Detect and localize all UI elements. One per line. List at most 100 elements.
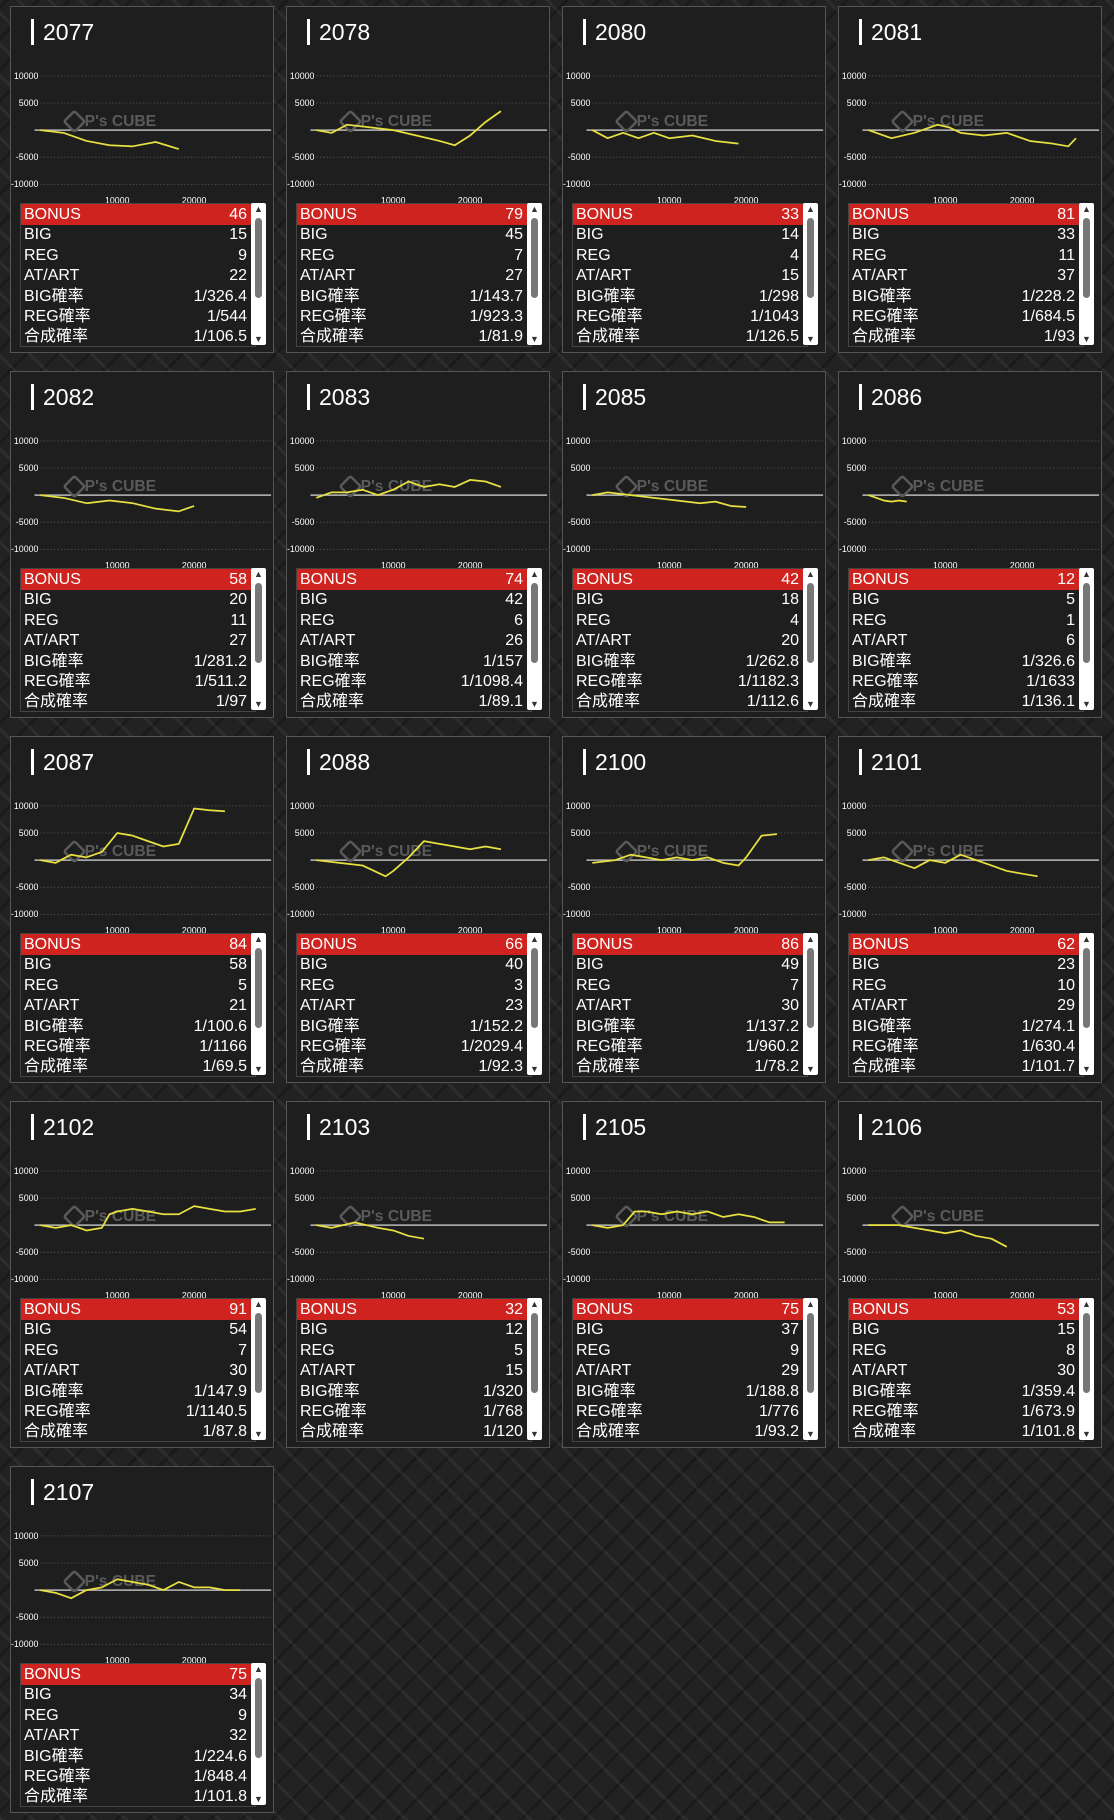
stats-table[interactable]: BONUS 33 BIG 14 REG 4 AT/ART 15 BIG確率 1/298 REG確率 1… — [572, 203, 808, 347]
scroll-down-icon[interactable]: ▼ — [254, 1429, 263, 1439]
stats-table[interactable]: BONUS 42 BIG 18 REG 4 AT/ART 20 BIG確率 1/262.8 REG確… — [572, 568, 808, 712]
stats-table[interactable]: BONUS 74 BIG 42 REG 6 AT/ART 26 BIG確率 1/157 REG確率 1… — [296, 568, 532, 712]
stats-table[interactable]: BONUS 62 BIG 23 REG 10 AT/ART 29 BIG確率 1/274.1 REG… — [848, 933, 1084, 1077]
scroll-up-icon[interactable]: ▲ — [806, 204, 815, 214]
stats-table[interactable]: BONUS 12 BIG 5 REG 1 AT/ART 6 BIG確率 1/326.6 REG確率 1… — [848, 568, 1084, 712]
stats-table[interactable]: BONUS 53 BIG 15 REG 8 AT/ART 30 BIG確率 1/359.4 REG確… — [848, 1298, 1084, 1442]
stats-scrollbar[interactable]: ▲ ▼ — [1079, 1298, 1094, 1440]
machine-card[interactable]: 2080 10000 5000 -5000 -10000 10000 20000 P's CU… — [562, 6, 826, 353]
stats-scrollbar[interactable]: ▲ ▼ — [803, 933, 818, 1075]
scroll-thumb[interactable] — [807, 948, 814, 1028]
scroll-up-icon[interactable]: ▲ — [254, 204, 263, 214]
scroll-thumb[interactable] — [255, 1678, 262, 1758]
scroll-up-icon[interactable]: ▲ — [806, 934, 815, 944]
scroll-down-icon[interactable]: ▼ — [530, 1429, 539, 1439]
scroll-up-icon[interactable]: ▲ — [1082, 1299, 1091, 1309]
stats-table[interactable]: BONUS 58 BIG 20 REG 11 AT/ART 27 BIG確率 1/281.2 REG… — [20, 568, 256, 712]
stats-scrollbar[interactable]: ▲ ▼ — [527, 933, 542, 1075]
machine-card[interactable]: 2077 10000 5000 -5000 -10000 10000 20000 P's CU… — [10, 6, 274, 353]
machine-card[interactable]: 2106 10000 5000 -5000 -10000 10000 20000 P's CU… — [838, 1101, 1102, 1448]
scroll-thumb[interactable] — [807, 583, 814, 663]
stats-scrollbar[interactable]: ▲ ▼ — [1079, 933, 1094, 1075]
stats-scrollbar[interactable]: ▲ ▼ — [251, 1663, 266, 1805]
machine-card[interactable]: 2088 10000 5000 -5000 -10000 10000 20000 P's CU… — [286, 736, 550, 1083]
scroll-thumb[interactable] — [531, 948, 538, 1028]
scroll-thumb[interactable] — [1083, 1313, 1090, 1393]
scroll-up-icon[interactable]: ▲ — [530, 569, 539, 579]
stats-scrollbar[interactable]: ▲ ▼ — [1079, 203, 1094, 345]
stats-table[interactable]: BONUS 79 BIG 45 REG 7 AT/ART 27 BIG確率 1/143.7 REG確… — [296, 203, 532, 347]
stats-scrollbar[interactable]: ▲ ▼ — [1079, 568, 1094, 710]
stats-scrollbar[interactable]: ▲ ▼ — [527, 1298, 542, 1440]
scroll-down-icon[interactable]: ▼ — [530, 334, 539, 344]
scroll-down-icon[interactable]: ▼ — [806, 1429, 815, 1439]
stats-scrollbar[interactable]: ▲ ▼ — [251, 1298, 266, 1440]
scroll-up-icon[interactable]: ▲ — [254, 569, 263, 579]
scroll-up-icon[interactable]: ▲ — [530, 934, 539, 944]
scroll-thumb[interactable] — [531, 218, 538, 298]
machine-card[interactable]: 2086 10000 5000 -5000 -10000 10000 20000 P's CU… — [838, 371, 1102, 718]
stats-table[interactable]: BONUS 66 BIG 40 REG 3 AT/ART 23 BIG確率 1/152.2 REG確… — [296, 933, 532, 1077]
machine-card[interactable]: 2081 10000 5000 -5000 -10000 10000 20000 P's CU… — [838, 6, 1102, 353]
scroll-down-icon[interactable]: ▼ — [806, 334, 815, 344]
machine-card[interactable]: 2087 10000 5000 -5000 -10000 10000 20000 P's CU… — [10, 736, 274, 1083]
scroll-thumb[interactable] — [531, 583, 538, 663]
scroll-up-icon[interactable]: ▲ — [530, 1299, 539, 1309]
stats-table[interactable]: BONUS 32 BIG 12 REG 5 AT/ART 15 BIG確率 1/320 REG確率 1… — [296, 1298, 532, 1442]
scroll-down-icon[interactable]: ▼ — [254, 1064, 263, 1074]
machine-card[interactable]: 2101 10000 5000 -5000 -10000 10000 20000 P's CU… — [838, 736, 1102, 1083]
scroll-up-icon[interactable]: ▲ — [530, 204, 539, 214]
scroll-down-icon[interactable]: ▼ — [530, 699, 539, 709]
scroll-up-icon[interactable]: ▲ — [254, 1664, 263, 1674]
machine-card[interactable]: 2105 10000 5000 -5000 -10000 10000 20000 P's CU… — [562, 1101, 826, 1448]
stats-scrollbar[interactable]: ▲ ▼ — [527, 568, 542, 710]
stats-table[interactable]: BONUS 84 BIG 58 REG 5 AT/ART 21 BIG確率 1/100.6 REG確… — [20, 933, 256, 1077]
machine-card[interactable]: 2078 10000 5000 -5000 -10000 10000 20000 P's CU… — [286, 6, 550, 353]
scroll-down-icon[interactable]: ▼ — [254, 334, 263, 344]
scroll-up-icon[interactable]: ▲ — [806, 569, 815, 579]
scroll-thumb[interactable] — [255, 218, 262, 298]
machine-card[interactable]: 2107 10000 5000 -5000 -10000 10000 20000 P's CU… — [10, 1466, 274, 1813]
scroll-thumb[interactable] — [1083, 948, 1090, 1028]
scroll-down-icon[interactable]: ▼ — [254, 1794, 263, 1804]
machine-card[interactable]: 2100 10000 5000 -5000 -10000 10000 20000 P's CU… — [562, 736, 826, 1083]
stats-table[interactable]: BONUS 75 BIG 34 REG 9 AT/ART 32 BIG確率 1/224.6 REG確… — [20, 1663, 256, 1807]
scroll-thumb[interactable] — [807, 1313, 814, 1393]
stats-table[interactable]: BONUS 91 BIG 54 REG 7 AT/ART 30 BIG確率 1/147.9 REG確… — [20, 1298, 256, 1442]
stats-table[interactable]: BONUS 81 BIG 33 REG 11 AT/ART 37 BIG確率 1/228.2 REG… — [848, 203, 1084, 347]
scroll-thumb[interactable] — [255, 583, 262, 663]
stats-table[interactable]: BONUS 75 BIG 37 REG 9 AT/ART 29 BIG確率 1/188.8 REG確… — [572, 1298, 808, 1442]
scroll-down-icon[interactable]: ▼ — [1082, 1429, 1091, 1439]
stats-scrollbar[interactable]: ▲ ▼ — [803, 1298, 818, 1440]
machine-card[interactable]: 2082 10000 5000 -5000 -10000 10000 20000 P's CU… — [10, 371, 274, 718]
scroll-thumb[interactable] — [255, 948, 262, 1028]
scroll-down-icon[interactable]: ▼ — [1082, 699, 1091, 709]
machine-card[interactable]: 2103 10000 5000 -5000 -10000 10000 20000 P's CU… — [286, 1101, 550, 1448]
machine-card[interactable]: 2083 10000 5000 -5000 -10000 10000 20000 P's CU… — [286, 371, 550, 718]
stats-scrollbar[interactable]: ▲ ▼ — [251, 568, 266, 710]
scroll-up-icon[interactable]: ▲ — [254, 934, 263, 944]
scroll-down-icon[interactable]: ▼ — [530, 1064, 539, 1074]
scroll-down-icon[interactable]: ▼ — [806, 1064, 815, 1074]
scroll-down-icon[interactable]: ▼ — [806, 699, 815, 709]
scroll-up-icon[interactable]: ▲ — [254, 1299, 263, 1309]
scroll-thumb[interactable] — [1083, 218, 1090, 298]
scroll-thumb[interactable] — [255, 1313, 262, 1393]
scroll-down-icon[interactable]: ▼ — [1082, 1064, 1091, 1074]
scroll-up-icon[interactable]: ▲ — [1082, 569, 1091, 579]
scroll-up-icon[interactable]: ▲ — [1082, 934, 1091, 944]
stats-table[interactable]: BONUS 46 BIG 15 REG 9 AT/ART 22 BIG確率 1/326.4 REG確… — [20, 203, 256, 347]
machine-card[interactable]: 2085 10000 5000 -5000 -10000 10000 20000 P's CU… — [562, 371, 826, 718]
stats-scrollbar[interactable]: ▲ ▼ — [803, 568, 818, 710]
scroll-thumb[interactable] — [531, 1313, 538, 1393]
scroll-up-icon[interactable]: ▲ — [806, 1299, 815, 1309]
scroll-up-icon[interactable]: ▲ — [1082, 204, 1091, 214]
scroll-thumb[interactable] — [1083, 583, 1090, 663]
machine-card[interactable]: 2102 10000 5000 -5000 -10000 10000 20000 P's CU… — [10, 1101, 274, 1448]
stats-scrollbar[interactable]: ▲ ▼ — [803, 203, 818, 345]
scroll-thumb[interactable] — [807, 218, 814, 298]
scroll-down-icon[interactable]: ▼ — [254, 699, 263, 709]
stats-scrollbar[interactable]: ▲ ▼ — [251, 933, 266, 1075]
scroll-down-icon[interactable]: ▼ — [1082, 334, 1091, 344]
stats-table[interactable]: BONUS 86 BIG 49 REG 7 AT/ART 30 BIG確率 1/137.2 REG確… — [572, 933, 808, 1077]
